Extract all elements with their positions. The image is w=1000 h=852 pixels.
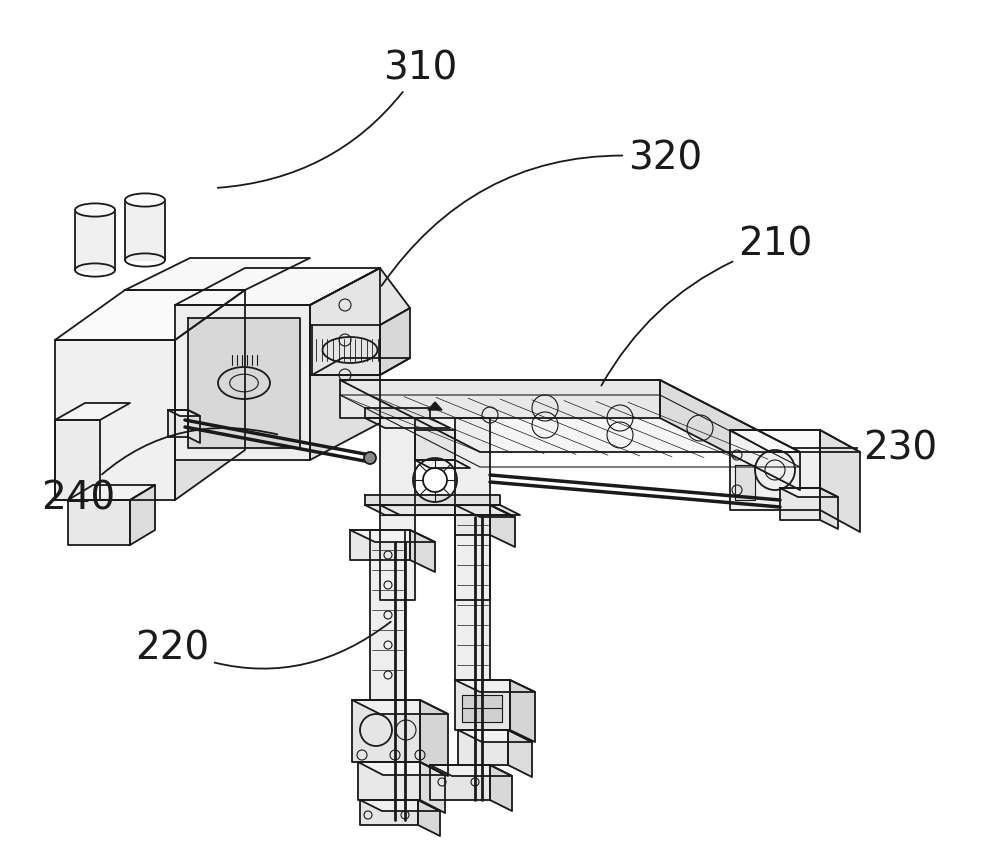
Polygon shape xyxy=(508,730,532,777)
Polygon shape xyxy=(380,308,410,375)
Polygon shape xyxy=(365,495,500,505)
Polygon shape xyxy=(430,765,490,800)
Polygon shape xyxy=(312,358,410,375)
Polygon shape xyxy=(175,305,310,460)
Polygon shape xyxy=(360,800,440,811)
Polygon shape xyxy=(55,403,130,420)
Polygon shape xyxy=(130,485,155,545)
Polygon shape xyxy=(360,800,418,825)
Polygon shape xyxy=(55,420,100,500)
Polygon shape xyxy=(352,700,420,762)
Polygon shape xyxy=(410,530,435,572)
Polygon shape xyxy=(365,418,450,428)
Text: 230: 230 xyxy=(793,429,937,467)
Polygon shape xyxy=(358,762,445,775)
Polygon shape xyxy=(188,318,300,448)
Polygon shape xyxy=(660,380,800,490)
Polygon shape xyxy=(780,488,838,497)
Polygon shape xyxy=(455,505,490,535)
Polygon shape xyxy=(365,505,520,515)
Polygon shape xyxy=(430,765,512,776)
Polygon shape xyxy=(350,530,435,542)
Text: 220: 220 xyxy=(135,622,391,669)
Polygon shape xyxy=(730,430,820,510)
Text: 320: 320 xyxy=(382,139,702,285)
Polygon shape xyxy=(125,200,165,260)
Text: 210: 210 xyxy=(601,226,812,386)
Polygon shape xyxy=(455,680,535,692)
Polygon shape xyxy=(415,430,455,460)
Polygon shape xyxy=(340,380,800,452)
Polygon shape xyxy=(168,410,200,416)
Polygon shape xyxy=(735,465,755,500)
Polygon shape xyxy=(125,258,310,290)
Polygon shape xyxy=(458,730,508,765)
Polygon shape xyxy=(75,210,115,270)
Polygon shape xyxy=(462,695,502,722)
Ellipse shape xyxy=(75,204,115,216)
Polygon shape xyxy=(68,485,155,500)
Polygon shape xyxy=(380,505,510,515)
Polygon shape xyxy=(370,530,405,700)
Polygon shape xyxy=(780,488,820,520)
Polygon shape xyxy=(312,325,380,375)
Polygon shape xyxy=(455,505,490,680)
Polygon shape xyxy=(490,505,515,547)
Polygon shape xyxy=(55,290,245,340)
Polygon shape xyxy=(350,530,410,560)
Polygon shape xyxy=(352,700,448,714)
Polygon shape xyxy=(820,488,838,529)
Polygon shape xyxy=(418,800,440,836)
Polygon shape xyxy=(490,765,512,811)
Polygon shape xyxy=(415,460,470,468)
Text: 310: 310 xyxy=(218,49,457,187)
Polygon shape xyxy=(68,500,130,545)
Polygon shape xyxy=(310,268,410,375)
Polygon shape xyxy=(458,730,532,742)
Polygon shape xyxy=(455,418,490,600)
Polygon shape xyxy=(188,410,200,443)
Polygon shape xyxy=(730,430,860,452)
Polygon shape xyxy=(420,762,445,813)
Polygon shape xyxy=(168,410,188,437)
Polygon shape xyxy=(310,268,380,460)
Ellipse shape xyxy=(125,193,165,206)
Polygon shape xyxy=(420,700,448,776)
Polygon shape xyxy=(55,340,175,500)
Polygon shape xyxy=(820,430,860,532)
Circle shape xyxy=(364,452,376,464)
Polygon shape xyxy=(175,290,245,500)
Polygon shape xyxy=(365,408,430,418)
Polygon shape xyxy=(455,680,510,730)
Polygon shape xyxy=(455,505,515,517)
Polygon shape xyxy=(510,680,535,742)
Polygon shape xyxy=(380,418,415,600)
Polygon shape xyxy=(175,268,380,305)
Polygon shape xyxy=(428,402,442,410)
Polygon shape xyxy=(358,762,420,800)
Polygon shape xyxy=(340,380,660,418)
Text: 240: 240 xyxy=(41,428,277,517)
